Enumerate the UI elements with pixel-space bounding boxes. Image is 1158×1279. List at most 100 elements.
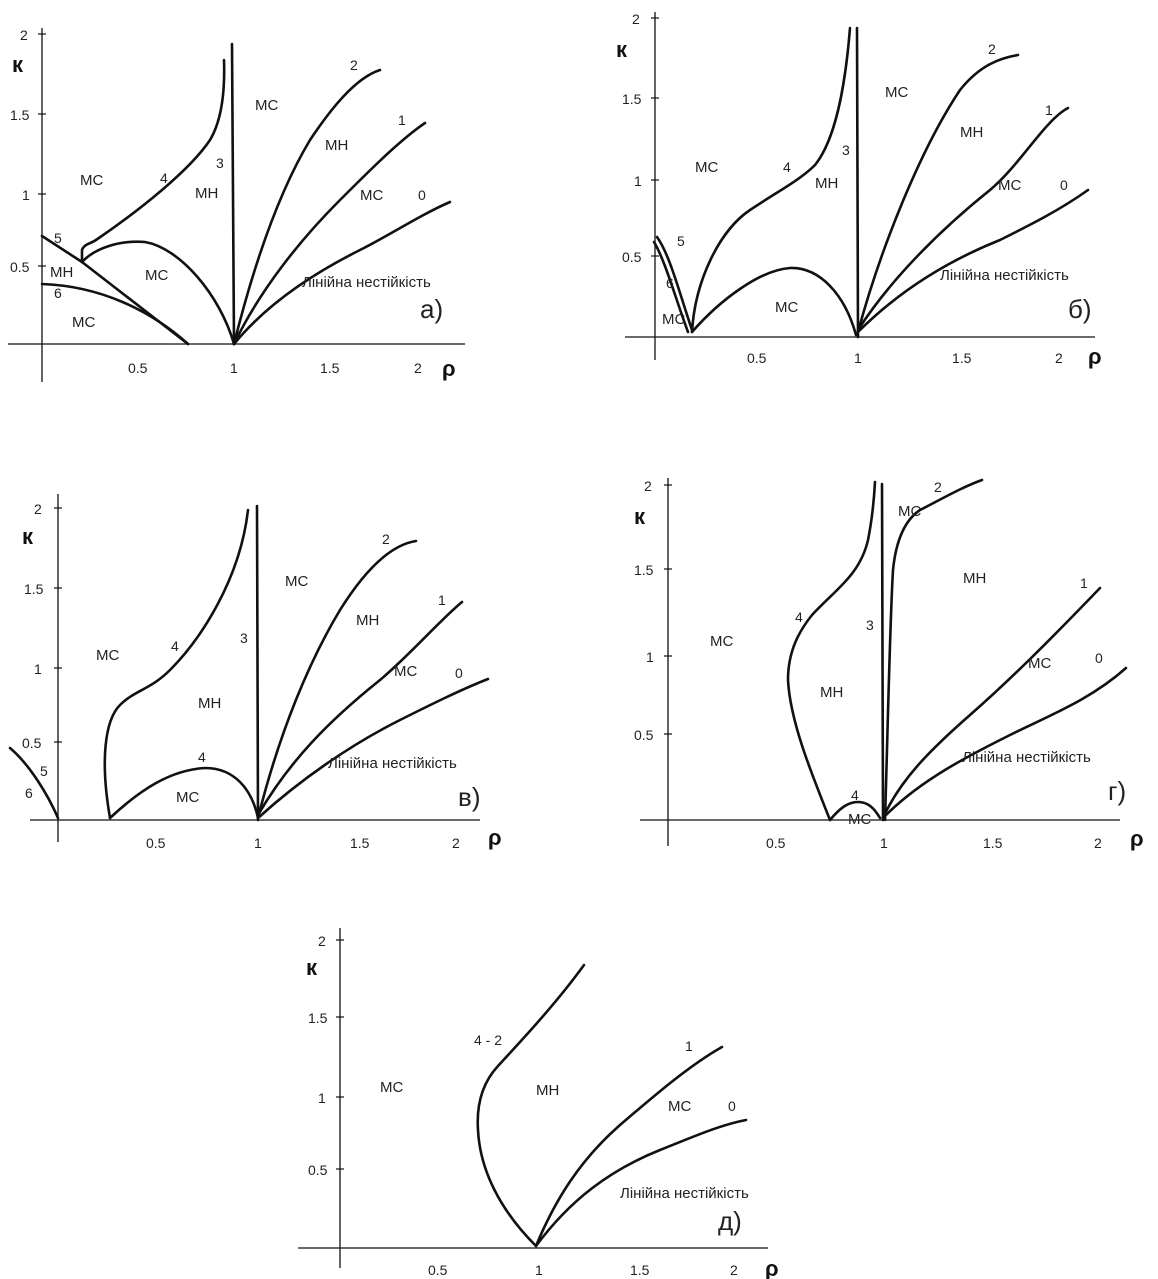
x-tick-label: 1: [230, 360, 238, 376]
curve-label: 1: [1080, 575, 1088, 591]
x-tick-label: 2: [1055, 350, 1063, 366]
y-axis-label: к: [634, 504, 646, 529]
y-tick-label: 2: [632, 11, 640, 27]
panel-d: 2 1.5 1 0.5 0.5 1 1.5 2 к ρ МС МН МС МН …: [634, 478, 1144, 851]
panel-c: 2 1.5 1 0.5 0.5 1 1.5 2 к ρ МС МС МН МН …: [8, 494, 502, 851]
region-label: Лінійна нестійкість: [620, 1185, 749, 1202]
region-label: МС: [848, 811, 871, 828]
region-label: МН: [195, 185, 218, 202]
y-tick-label: 1.5: [308, 1010, 328, 1026]
x-tick-label: 0.5: [428, 1262, 448, 1278]
x-tick-label: 2: [1094, 835, 1102, 851]
y-tick-label: 0.5: [22, 735, 42, 751]
region-label: МН: [356, 612, 379, 629]
curve-label: 1: [438, 592, 446, 608]
curve-4: [690, 26, 852, 334]
x-tick-label: 0.5: [766, 835, 786, 851]
y-tick-label: 0.5: [634, 727, 654, 743]
curve-label: 0: [1060, 177, 1068, 193]
curve-label: 4: [783, 159, 791, 175]
y-axis-label: к: [22, 524, 34, 549]
region-label: МС: [96, 647, 119, 664]
y-tick-label: 1: [22, 187, 30, 203]
curve-label: 4: [198, 749, 206, 765]
x-tick-label: 2: [730, 1262, 738, 1278]
x-axis-label: ρ: [765, 1256, 779, 1279]
x-tick-label: 1.5: [320, 360, 340, 376]
y-tick-label: 2: [318, 933, 326, 949]
curve-label: 1: [685, 1038, 693, 1054]
region-label: МН: [325, 137, 348, 154]
curve-1: [256, 600, 464, 817]
curve-2: [883, 478, 984, 822]
curve-label: 0: [1095, 650, 1103, 666]
x-tick-label: 1.5: [983, 835, 1003, 851]
x-tick-label: 1: [254, 835, 262, 851]
region-label: Лінійна нестійкість: [302, 274, 431, 291]
curve-2: [256, 539, 418, 820]
y-axis-label: к: [12, 52, 24, 77]
curve-label: 3: [216, 155, 224, 171]
region-label: Лінійна нестійкість: [940, 267, 1069, 284]
x-tick-label: 0.5: [747, 350, 767, 366]
y-axis-label: к: [616, 37, 628, 62]
curve-5: [655, 235, 694, 332]
panel-a: 2 1.5 1 0.5 0.5 1 1.5 2 к ρ МС МС МН МС …: [8, 27, 465, 382]
region-label: МС: [695, 159, 718, 176]
curve-3: [855, 26, 860, 339]
x-axis-label: ρ: [1088, 344, 1102, 369]
x-tick-label: 1.5: [952, 350, 972, 366]
curve-label: 2: [350, 57, 358, 73]
y-tick-label: 1.5: [10, 107, 30, 123]
panel-label: в): [458, 782, 480, 812]
curve-4-lower: [108, 766, 260, 820]
y-tick-label: 2: [20, 27, 28, 43]
region-label: МН: [815, 175, 838, 192]
curve-label: 1: [1045, 102, 1053, 118]
region-label: МН: [536, 1082, 559, 1099]
curve-4: [103, 508, 250, 820]
curve-3: [230, 42, 236, 346]
region-label: МС: [380, 1079, 403, 1096]
curve-label: 2: [988, 41, 996, 57]
panel-label: б): [1068, 294, 1092, 324]
curve-2: [856, 53, 1020, 334]
x-tick-label: 0.5: [128, 360, 148, 376]
curve-1: [534, 1045, 724, 1248]
curve-label: 5: [54, 230, 62, 246]
curve-2: [232, 68, 382, 346]
curve-label: 3: [240, 630, 248, 646]
curve-6: [40, 282, 190, 346]
region-label: МС: [145, 267, 168, 284]
curve-label: 4 - 2: [474, 1032, 502, 1048]
curve-label: 2: [934, 479, 942, 495]
curve-0: [881, 666, 1128, 820]
region-label: МС: [80, 172, 103, 189]
x-axis-label: ρ: [442, 356, 456, 381]
panel-e: 2 1.5 1 0.5 0.5 1 1.5 2 к ρ МС МН МС Лін…: [298, 928, 779, 1279]
region-label: МС: [668, 1098, 691, 1115]
region-label: МС: [662, 311, 685, 328]
region-label: МС: [285, 573, 308, 590]
y-tick-label: 1.5: [634, 562, 654, 578]
region-label: МС: [775, 299, 798, 316]
curve-label: 6: [25, 785, 33, 801]
curve-label: 4: [795, 609, 803, 625]
x-tick-label: 1: [880, 835, 888, 851]
y-tick-label: 1: [318, 1090, 326, 1106]
curve-4-lower: [690, 266, 858, 337]
y-tick-label: 1.5: [24, 581, 44, 597]
curve-label: 4: [851, 787, 859, 803]
curve-label: 5: [40, 763, 48, 779]
y-tick-label: 1.5: [622, 91, 642, 107]
region-label: МН: [960, 124, 983, 141]
y-tick-label: 2: [34, 501, 42, 517]
x-tick-label: 1: [854, 350, 862, 366]
panel-a-y-ticks: 2 1.5 1 0.5: [10, 27, 46, 275]
curve-label: 3: [866, 617, 874, 633]
y-tick-label: 0.5: [308, 1162, 328, 1178]
curve-4-lower: [80, 240, 236, 346]
region-label: МН: [50, 264, 73, 281]
region-label: МС: [898, 503, 921, 520]
curve-label: 0: [455, 665, 463, 681]
